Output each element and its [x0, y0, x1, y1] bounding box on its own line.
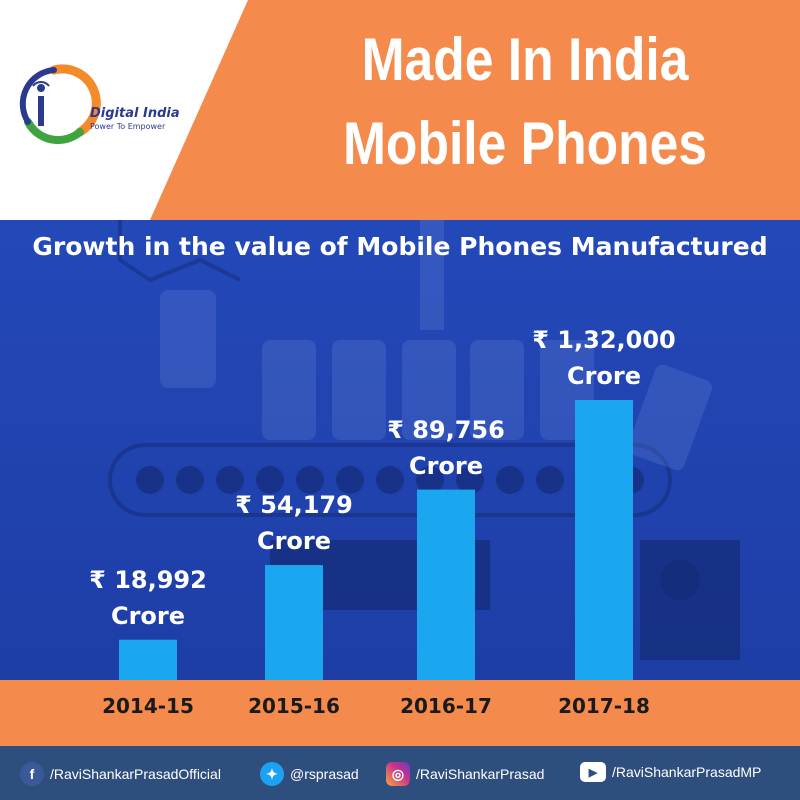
twitter-icon: ✦ — [260, 762, 284, 786]
chart-title: Growth in the value of Mobile Phones Man… — [32, 232, 768, 261]
value-label-2016-17: ₹ 89,756 Crore — [361, 412, 531, 484]
x-tick-2017-18: 2017-18 — [558, 694, 650, 718]
bar-2015-16 — [265, 565, 323, 680]
phones-decoration — [160, 220, 713, 471]
youtube-handle: /RaviShankarPrasadMP — [612, 764, 762, 780]
x-tick-2016-17: 2016-17 — [400, 694, 492, 718]
factory-illustration — [108, 220, 740, 660]
value-label-2017-18: ₹ 1,32,000 Crore — [519, 322, 689, 394]
instagram-handle: /RaviShankarPrasad — [416, 766, 545, 782]
value-amount: ₹ 54,179 — [235, 491, 353, 520]
digital-india-emblem-icon — [19, 64, 101, 145]
chart-area — [0, 220, 800, 680]
value-label-2015-16: ₹ 54,179 Crore — [209, 487, 379, 559]
title-line-1: Made In India — [361, 26, 689, 93]
youtube-icon: ▶ — [580, 762, 606, 782]
value-label-2014-15: ₹ 18,992 Crore — [63, 562, 233, 634]
bar-2014-15 — [119, 639, 177, 680]
header-white-panel — [0, 0, 248, 220]
package-box-icon — [640, 540, 740, 660]
facebook-icon: f — [20, 762, 44, 786]
bar-chart — [119, 400, 633, 680]
title-line-2: Mobile Phones — [342, 110, 708, 177]
twitter-link[interactable]: ✦ @rsprasad — [260, 762, 359, 786]
value-amount: ₹ 18,992 — [89, 565, 207, 594]
brand-tagline: Power To Empower — [90, 122, 166, 131]
facebook-handle: /RaviShankarPrasadOfficial — [50, 766, 221, 782]
robot-arm-icon — [118, 220, 241, 283]
x-tick-2014-15: 2014-15 — [102, 694, 194, 718]
bar-2017-18 — [575, 400, 633, 680]
twitter-handle: @rsprasad — [290, 766, 359, 782]
x-axis-band — [0, 680, 800, 746]
youtube-link[interactable]: ▶ /RaviShankarPrasadMP — [580, 762, 761, 782]
conveyor-belt-icon — [108, 443, 672, 517]
bar-2016-17 — [417, 489, 475, 680]
value-amount: ₹ 1,32,000 — [532, 326, 676, 354]
instagram-link[interactable]: ◎ /RaviShankarPrasad — [386, 762, 544, 786]
x-tick-2015-16: 2015-16 — [248, 694, 340, 718]
value-amount: ₹ 89,756 — [387, 415, 505, 444]
page-title: Made In India Mobile Phones — [289, 18, 762, 186]
brand-name: Digital India — [90, 106, 180, 121]
value-unit: Crore — [566, 362, 642, 390]
facebook-link[interactable]: f /RaviShankarPrasadOfficial — [20, 762, 221, 786]
value-unit: Crore — [256, 527, 332, 556]
instagram-icon: ◎ — [386, 762, 410, 786]
value-unit: Crore — [408, 451, 484, 480]
digital-india-logo: Digital India Power To Empower — [14, 62, 204, 152]
value-unit: Crore — [110, 601, 186, 630]
